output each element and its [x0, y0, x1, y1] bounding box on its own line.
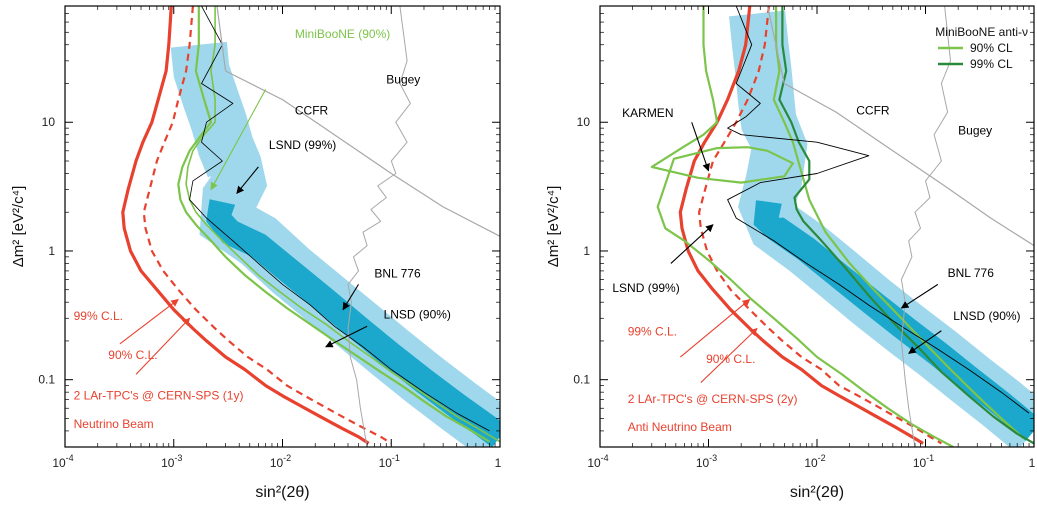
- x-tick-exponent: -1: [926, 453, 934, 463]
- x-tick-base: 10: [696, 456, 710, 470]
- legend: MiniBooNE anti-ν 90% CL 99% CL: [935, 25, 1028, 71]
- x-tick-label: 10-3: [696, 453, 717, 470]
- x-tick-label: 10-4: [52, 453, 73, 470]
- x-tick-base: 10: [587, 456, 601, 470]
- legend-title: MiniBooNE anti-ν: [935, 25, 1028, 39]
- series-bugey: [347, 6, 411, 447]
- x-tick-base: 10: [270, 456, 284, 470]
- annotation-neutrino-beam: Neutrino Beam: [74, 417, 154, 431]
- y-tick-label: 10: [577, 115, 591, 129]
- series-miniboone-anti-99-cl: [778, 6, 1034, 445]
- series-miniboone-99-: [185, 6, 500, 443]
- y-tick-label: 0.1: [38, 373, 55, 387]
- series-miniboone-anti-90-cl: [650, 6, 954, 447]
- x-tick-exponent: -4: [66, 453, 74, 463]
- x-tick-base: 10: [161, 456, 175, 470]
- x-tick-exponent: -3: [174, 453, 182, 463]
- series-lar-tpc-90-c-l-: [698, 6, 942, 445]
- x-tick-base: 10: [379, 456, 393, 470]
- series-miniboone-90-: [177, 6, 491, 443]
- annotation-arrow: [342, 284, 359, 311]
- series-sensitivity: [189, 6, 490, 432]
- annotation-miniboone-90: MiniBooNE (90%): [295, 27, 390, 41]
- band-lsnd-99-: [729, 10, 1034, 447]
- x-tick-label: 10-2: [270, 453, 291, 470]
- annotation-lsnd-99: LSND (99%): [269, 138, 336, 152]
- x-tick-label: 10-3: [161, 453, 182, 470]
- annotation-bnl-776: BNL 776: [948, 266, 995, 280]
- annotation-lsnd-99: LSND (99%): [612, 281, 679, 295]
- annotation-bugey: Bugey: [386, 72, 420, 86]
- series-karmen: [727, 6, 1030, 414]
- annotation-2-lar-tpc-s-cern-sps-2y: 2 LAr-TPC's @ CERN-SPS (2y): [628, 392, 798, 406]
- x-tick-label: 10-4: [587, 453, 608, 470]
- x-tick-label: 1: [495, 456, 502, 470]
- annotation-99-c-l: 99% C.L.: [74, 309, 123, 323]
- annotation-arrow: [236, 166, 259, 195]
- annotation-lnsd-90: LNSD (90%): [384, 307, 451, 321]
- annotation-arrow: [679, 298, 751, 358]
- x-tick-base: 1: [495, 456, 502, 470]
- y-axis-label: Δm² [eV²/c⁴]: [545, 186, 562, 267]
- annotation-anti-neutrino-beam: Anti Neutrino Beam: [628, 420, 732, 434]
- annotation-bnl-776: BNL 776: [374, 267, 421, 281]
- annotation-karmen: KARMEN: [622, 106, 673, 120]
- x-tick-base: 10: [52, 456, 66, 470]
- legend-label: 99% CL: [970, 57, 1013, 71]
- annotation-arrow: [700, 327, 758, 383]
- x-axis-label: sin²(2θ): [255, 484, 309, 501]
- x-tick-exponent: -2: [283, 453, 291, 463]
- annotation-ccfr: CCFR: [856, 103, 890, 117]
- legend-label: 90% CL: [970, 41, 1013, 55]
- annotation-90-c-l: 90% C.L.: [706, 352, 755, 366]
- plot-area: [121, 6, 500, 447]
- minor-ticks: [600, 5, 1034, 448]
- x-axis-label: sin²(2θ): [790, 484, 844, 501]
- series-miniboone-anti-90-cl-right-: [772, 6, 1025, 440]
- annotation-arrow: [119, 299, 179, 345]
- annotation-90-c-l: 90% C.L.: [108, 348, 157, 362]
- y-tick-label: 0.1: [573, 373, 590, 387]
- x-tick-base: 1: [1029, 456, 1036, 470]
- x-tick-label: 10-1: [913, 453, 934, 470]
- y-axis-label: Δm² [eV²/c⁴]: [10, 186, 27, 267]
- series-bugey: [900, 6, 951, 447]
- annotation-arrow: [210, 89, 267, 191]
- annotation-arrow: [691, 122, 710, 172]
- annotation-ccfr: CCFR: [295, 103, 329, 117]
- x-tick-exponent: -3: [709, 453, 717, 463]
- annotation-2-lar-tpc-s-cern-sps-1y: 2 LAr-TPC's @ CERN-SPS (1y): [74, 389, 244, 403]
- annotation-arrow: [908, 330, 942, 354]
- annotation-99-c-l: 99% C.L.: [628, 325, 677, 339]
- band-lnsd-90-: [206, 199, 500, 447]
- x-tick-base: 10: [913, 456, 927, 470]
- x-tick-label: 10-2: [804, 453, 825, 470]
- series-ccfr: [216, 6, 500, 237]
- x-tick-label: 10-1: [379, 453, 400, 470]
- annotation-lnsd-90: LNSD (90%): [953, 309, 1020, 323]
- y-tick-label: 1: [583, 244, 590, 258]
- annotation-arrow: [135, 317, 191, 375]
- x-tick-exponent: -2: [818, 453, 826, 463]
- y-tick-label: 10: [42, 115, 56, 129]
- annotation-arrow: [670, 224, 714, 264]
- y-tick-label: 1: [48, 244, 55, 258]
- series-ccfr: [766, 6, 1034, 247]
- annotation-arrow: [325, 325, 368, 348]
- band-lnsd-90-: [753, 200, 1034, 441]
- plot-area: [650, 6, 1034, 447]
- band-lsnd-99-: [170, 41, 500, 447]
- minor-ticks: [65, 5, 500, 448]
- x-tick-label: 1: [1029, 456, 1036, 470]
- x-tick-exponent: -4: [601, 453, 609, 463]
- series-lar-tpc-99-c-l-: [121, 6, 370, 445]
- annotation-bugey: Bugey: [958, 124, 992, 138]
- annotation-arrow: [900, 283, 939, 309]
- x-tick-base: 10: [804, 456, 818, 470]
- x-tick-exponent: -1: [392, 453, 400, 463]
